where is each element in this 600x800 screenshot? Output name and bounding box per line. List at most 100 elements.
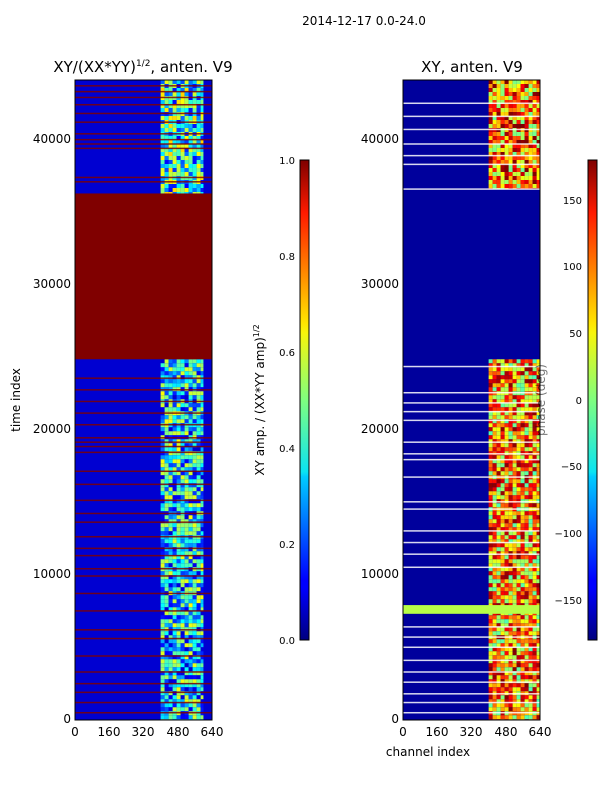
right-region-1-cell — [524, 471, 529, 476]
left-region-1-cell — [172, 615, 177, 620]
left-region-1-cell — [188, 499, 193, 504]
left-region-1-cell — [200, 483, 204, 488]
right-region-3-cell — [496, 172, 501, 176]
right-region-1-cell — [536, 375, 540, 380]
left-region-3-cell — [188, 148, 193, 152]
right-region-1-cell — [528, 463, 533, 468]
left-region-1-cell — [168, 379, 173, 384]
right-region-3-cell — [508, 104, 513, 108]
left-region-1-cell — [184, 579, 189, 584]
right-region-1-cell — [492, 639, 497, 644]
right-region-1-cell — [532, 659, 537, 664]
right-region-1-cell — [524, 435, 529, 440]
right-region-1-cell — [536, 431, 540, 436]
right-region-1-cell — [528, 615, 533, 620]
left-region-1-cell — [164, 695, 169, 700]
left-colorbar: 0.0 0.2 0.4 0.6 0.8 1.0 XY amp. / (XX*YY… — [252, 156, 310, 647]
right-region-1-cell — [504, 491, 509, 496]
right-region-3-cell — [504, 80, 509, 84]
left-region-1-cell — [200, 519, 204, 524]
left-region-1-cell — [160, 479, 165, 484]
right-region-1-cell — [496, 707, 501, 712]
left-flag-row-6 — [75, 637, 212, 640]
right-region-1-cell — [524, 627, 529, 632]
right-region-1-cell — [520, 539, 525, 544]
left-region-1-cell — [176, 559, 181, 564]
right-region-3-cell — [528, 116, 533, 120]
right-region-1-cell — [496, 591, 501, 596]
right-region-1-cell — [524, 715, 529, 720]
left-y-ticks: 0 10000 20000 30000 40000 — [33, 132, 71, 726]
right-region-1-cell — [492, 491, 497, 496]
right-region-3-cell — [500, 96, 505, 100]
right-region-1-cell — [536, 523, 540, 528]
left-region-1-cell — [164, 675, 169, 680]
right-region-1-cell — [492, 615, 497, 620]
right-region-1-cell — [512, 647, 517, 652]
right-region-1-cell — [508, 679, 513, 684]
left-region-1-cell — [172, 507, 177, 512]
left-region-1-cell — [168, 639, 173, 644]
left-cbtick-0: 0.0 — [279, 636, 295, 647]
right-region-1-cell — [536, 687, 540, 692]
left-region-1-cell — [184, 431, 189, 436]
right-region-1-cell — [528, 495, 533, 500]
right-region-1-cell — [528, 427, 533, 432]
right-region-1-cell — [512, 379, 517, 384]
right-region-1-cell — [488, 579, 493, 584]
right-region-1-cell — [488, 415, 493, 420]
left-ytick-20000: 20000 — [33, 422, 71, 436]
left-region-1-cell — [160, 607, 165, 612]
left-region-1-cell — [184, 595, 189, 600]
right-region-1-cell — [532, 627, 537, 632]
right-region-3-cell — [504, 112, 509, 116]
left-region-1-cell — [164, 523, 169, 528]
right-region-1-cell — [524, 383, 529, 388]
right-region-1-cell — [536, 471, 540, 476]
left-region-1-cell — [188, 415, 193, 420]
left-region-1-cell — [184, 371, 189, 376]
left-region-1-cell — [192, 495, 197, 500]
right-region-3-cell — [488, 124, 493, 128]
left-region-1-cell — [172, 443, 177, 448]
left-region-1-cell — [168, 479, 173, 484]
left-region-1-cell — [164, 715, 169, 720]
right-region-1-cell — [496, 367, 501, 372]
right-region-3-cell — [524, 148, 529, 152]
left-region-3-cell — [184, 108, 189, 112]
left-plot-area — [74, 79, 213, 721]
right-flag-row-3 — [403, 681, 540, 683]
right-region-1-cell — [492, 683, 497, 688]
right-region-1-cell — [528, 543, 533, 548]
right-region-3-cell — [520, 152, 525, 156]
left-region-3-cell — [192, 140, 197, 144]
right-region-1-cell — [504, 463, 509, 468]
right-region-3-cell — [500, 88, 505, 92]
left-region-1-cell — [176, 651, 181, 656]
right-region-1-cell — [504, 679, 509, 684]
right-region-3-cell — [488, 84, 493, 88]
right-region-1-cell — [500, 439, 505, 444]
right-region-1-cell — [528, 479, 533, 484]
right-region-1-cell — [488, 375, 493, 380]
right-region-1-cell — [520, 383, 525, 388]
left-region-1-cell — [176, 467, 181, 472]
left-region-1-cell — [180, 555, 185, 560]
right-region-1-cell — [496, 615, 501, 620]
right-region-1-cell — [512, 375, 517, 380]
right-region-3-cell — [488, 184, 493, 188]
right-region-1-cell — [512, 671, 517, 676]
right-region-1-cell — [532, 555, 537, 560]
left-region-3-cell — [176, 160, 181, 164]
left-region-1-cell — [164, 507, 169, 512]
right-region-3-cell — [492, 120, 497, 124]
left-region-3-cell — [160, 108, 165, 112]
right-region-1-cell — [508, 523, 513, 528]
left-region-3-cell — [172, 136, 177, 140]
left-region-1-cell — [172, 683, 177, 688]
right-region-3-cell — [504, 176, 509, 180]
right-region-3-cell — [492, 180, 497, 184]
right-region-1-cell — [496, 479, 501, 484]
right-region-1-cell — [508, 419, 513, 424]
left-flag-row-5 — [75, 655, 212, 657]
